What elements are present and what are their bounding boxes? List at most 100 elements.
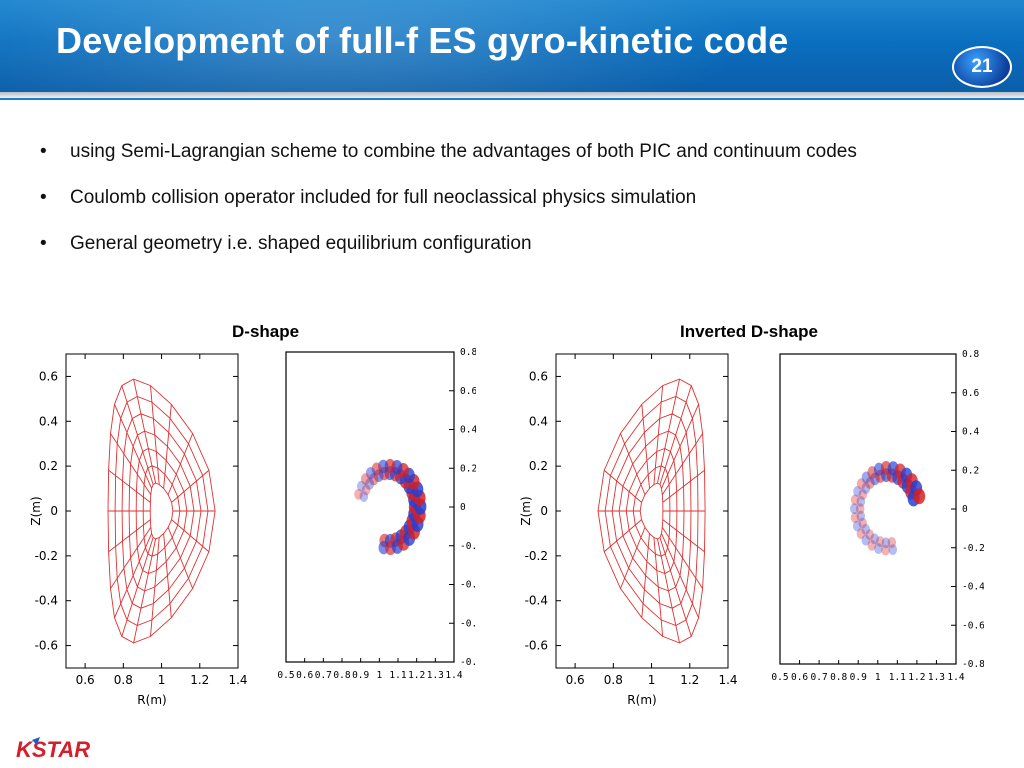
radial-line xyxy=(150,385,160,485)
y-tick-label: 0.6 xyxy=(529,369,548,383)
bullet-text: General geometry i.e. shaped equilibrium… xyxy=(70,233,532,254)
y-tick-label: 0.2 xyxy=(39,459,58,473)
radial-line xyxy=(171,469,210,503)
bullet-text: using Semi-Lagrangian scheme to combine … xyxy=(70,141,857,162)
x-tick-label: 1 xyxy=(158,673,166,687)
radial-line xyxy=(110,527,152,589)
radial-line xyxy=(133,538,157,643)
x-tick-label: 1.3 xyxy=(928,672,945,683)
radial-line xyxy=(661,533,699,618)
radial-line xyxy=(150,537,160,637)
y-axis-label: Z(m) xyxy=(29,496,43,525)
y-tick-label: 0.6 xyxy=(962,388,979,399)
radial-line xyxy=(121,537,154,637)
x-tick-label: 0.7 xyxy=(811,672,828,683)
radial-line xyxy=(659,537,692,637)
y-tick-label: -0.2 xyxy=(35,549,58,563)
x-tick-label: 0.8 xyxy=(114,673,133,687)
radial-line xyxy=(662,469,705,503)
radial-line xyxy=(171,519,210,553)
mode-structure xyxy=(354,458,427,556)
x-tick-label: 0.8 xyxy=(830,672,847,683)
title-bar: Development of full-f ES gyro-kinetic co… xyxy=(0,0,1024,92)
y-tick-label: -0.2 xyxy=(962,543,984,554)
caption-d-shape: D-shape xyxy=(232,322,300,341)
bullet-text: Coulomb collision operator included for … xyxy=(70,187,697,208)
flux-surface xyxy=(107,378,216,644)
mode-blob xyxy=(888,544,898,556)
x-tick-label: 1.4 xyxy=(228,673,247,687)
radial-line xyxy=(661,527,703,589)
plot-frame xyxy=(779,353,957,665)
x-tick-label: 0.6 xyxy=(76,673,95,687)
mode-blob xyxy=(881,544,890,556)
y-tick-label: 0.8 xyxy=(962,349,979,360)
y-tick-label: -0.2 xyxy=(525,549,548,563)
mode-blob xyxy=(887,537,897,548)
y-axis-label: Z(m) xyxy=(519,496,533,525)
mode-blob xyxy=(881,537,891,549)
radial-line xyxy=(108,519,151,553)
mode-blob xyxy=(371,462,382,476)
mesh-plot-svg: 0.6 0.4 0.2 0 -0.2 -0.4 -0.6 0.6 0.8 1 1.2 1.4 R(m) Z… xyxy=(29,353,248,707)
x-tick-label: 1.4 xyxy=(718,673,737,687)
radial-line xyxy=(661,404,699,489)
radial-line xyxy=(121,385,154,485)
mode-blob xyxy=(365,478,375,490)
mode-blob xyxy=(856,496,866,507)
x-tick-label: 0.9 xyxy=(352,670,369,681)
mode-blob xyxy=(359,491,369,502)
y-tick-label: -0.2 xyxy=(460,541,476,552)
mesh-grid xyxy=(107,378,216,644)
mode-blob xyxy=(867,539,877,551)
mode-blob xyxy=(855,503,865,515)
x-tick-label: 0.6 xyxy=(566,673,585,687)
y-tick-label: -0.8 xyxy=(460,657,476,668)
mesh-grid xyxy=(597,378,706,644)
y-tick-label: 0.2 xyxy=(962,465,979,476)
x-tick-label: 0.6 xyxy=(791,672,808,683)
radial-line xyxy=(662,519,705,553)
x-tick-label: 1.1 xyxy=(889,672,906,683)
x-axis-label: R(m) xyxy=(137,693,166,707)
mode-blob xyxy=(853,485,862,497)
mode-blob xyxy=(870,533,879,545)
y-tick-label: 0.2 xyxy=(529,459,548,473)
x-tick-label: 0.8 xyxy=(604,673,623,687)
mode-blob xyxy=(850,494,860,506)
y-tick-label: -0.6 xyxy=(35,639,58,653)
x-tick-label: 1.2 xyxy=(908,672,925,683)
mode-blob xyxy=(360,473,370,485)
y-tick-label: 0.4 xyxy=(460,425,476,436)
bullet-marker: • xyxy=(40,141,47,162)
x-tick-label: 1 xyxy=(875,672,881,683)
radial-line xyxy=(163,533,172,618)
x-tick-label: 1.2 xyxy=(190,673,209,687)
mode-blob xyxy=(913,488,926,505)
radial-line xyxy=(620,433,646,495)
mode-blob xyxy=(861,482,871,494)
mode-blob xyxy=(850,503,859,515)
y-tick-label: 0.4 xyxy=(39,414,58,428)
mode-blob xyxy=(361,484,371,496)
mode-blob xyxy=(357,480,366,492)
y-tick-label: 0.6 xyxy=(39,369,58,383)
x-tick-label: 1 xyxy=(376,670,382,681)
mode-blob xyxy=(369,473,379,486)
radial-line xyxy=(114,404,153,489)
x-tick-label: 1.4 xyxy=(947,672,964,683)
mesh-plot-inverted-d-shape: 0.6 0.4 0.2 0 -0.2 -0.4 -0.6 0.6 0.8 1 1.2 1.4 R(m) Z… xyxy=(518,340,740,712)
kstar-logo: KSTAR xyxy=(16,737,90,762)
mode-blob xyxy=(858,489,868,500)
mode-blob xyxy=(365,467,376,480)
caption-inverted-d-shape: Inverted D-shape xyxy=(680,322,818,341)
mode-blob xyxy=(354,488,363,500)
header-divider-accent xyxy=(0,98,1024,100)
y-tick-label: 0.6 xyxy=(460,386,476,397)
y-tick-label: -0.4 xyxy=(35,594,58,608)
x-tick-label: 0.9 xyxy=(850,672,867,683)
radial-line xyxy=(114,533,153,618)
header-divider xyxy=(0,92,1024,98)
y-tick-label: 0.4 xyxy=(529,414,548,428)
